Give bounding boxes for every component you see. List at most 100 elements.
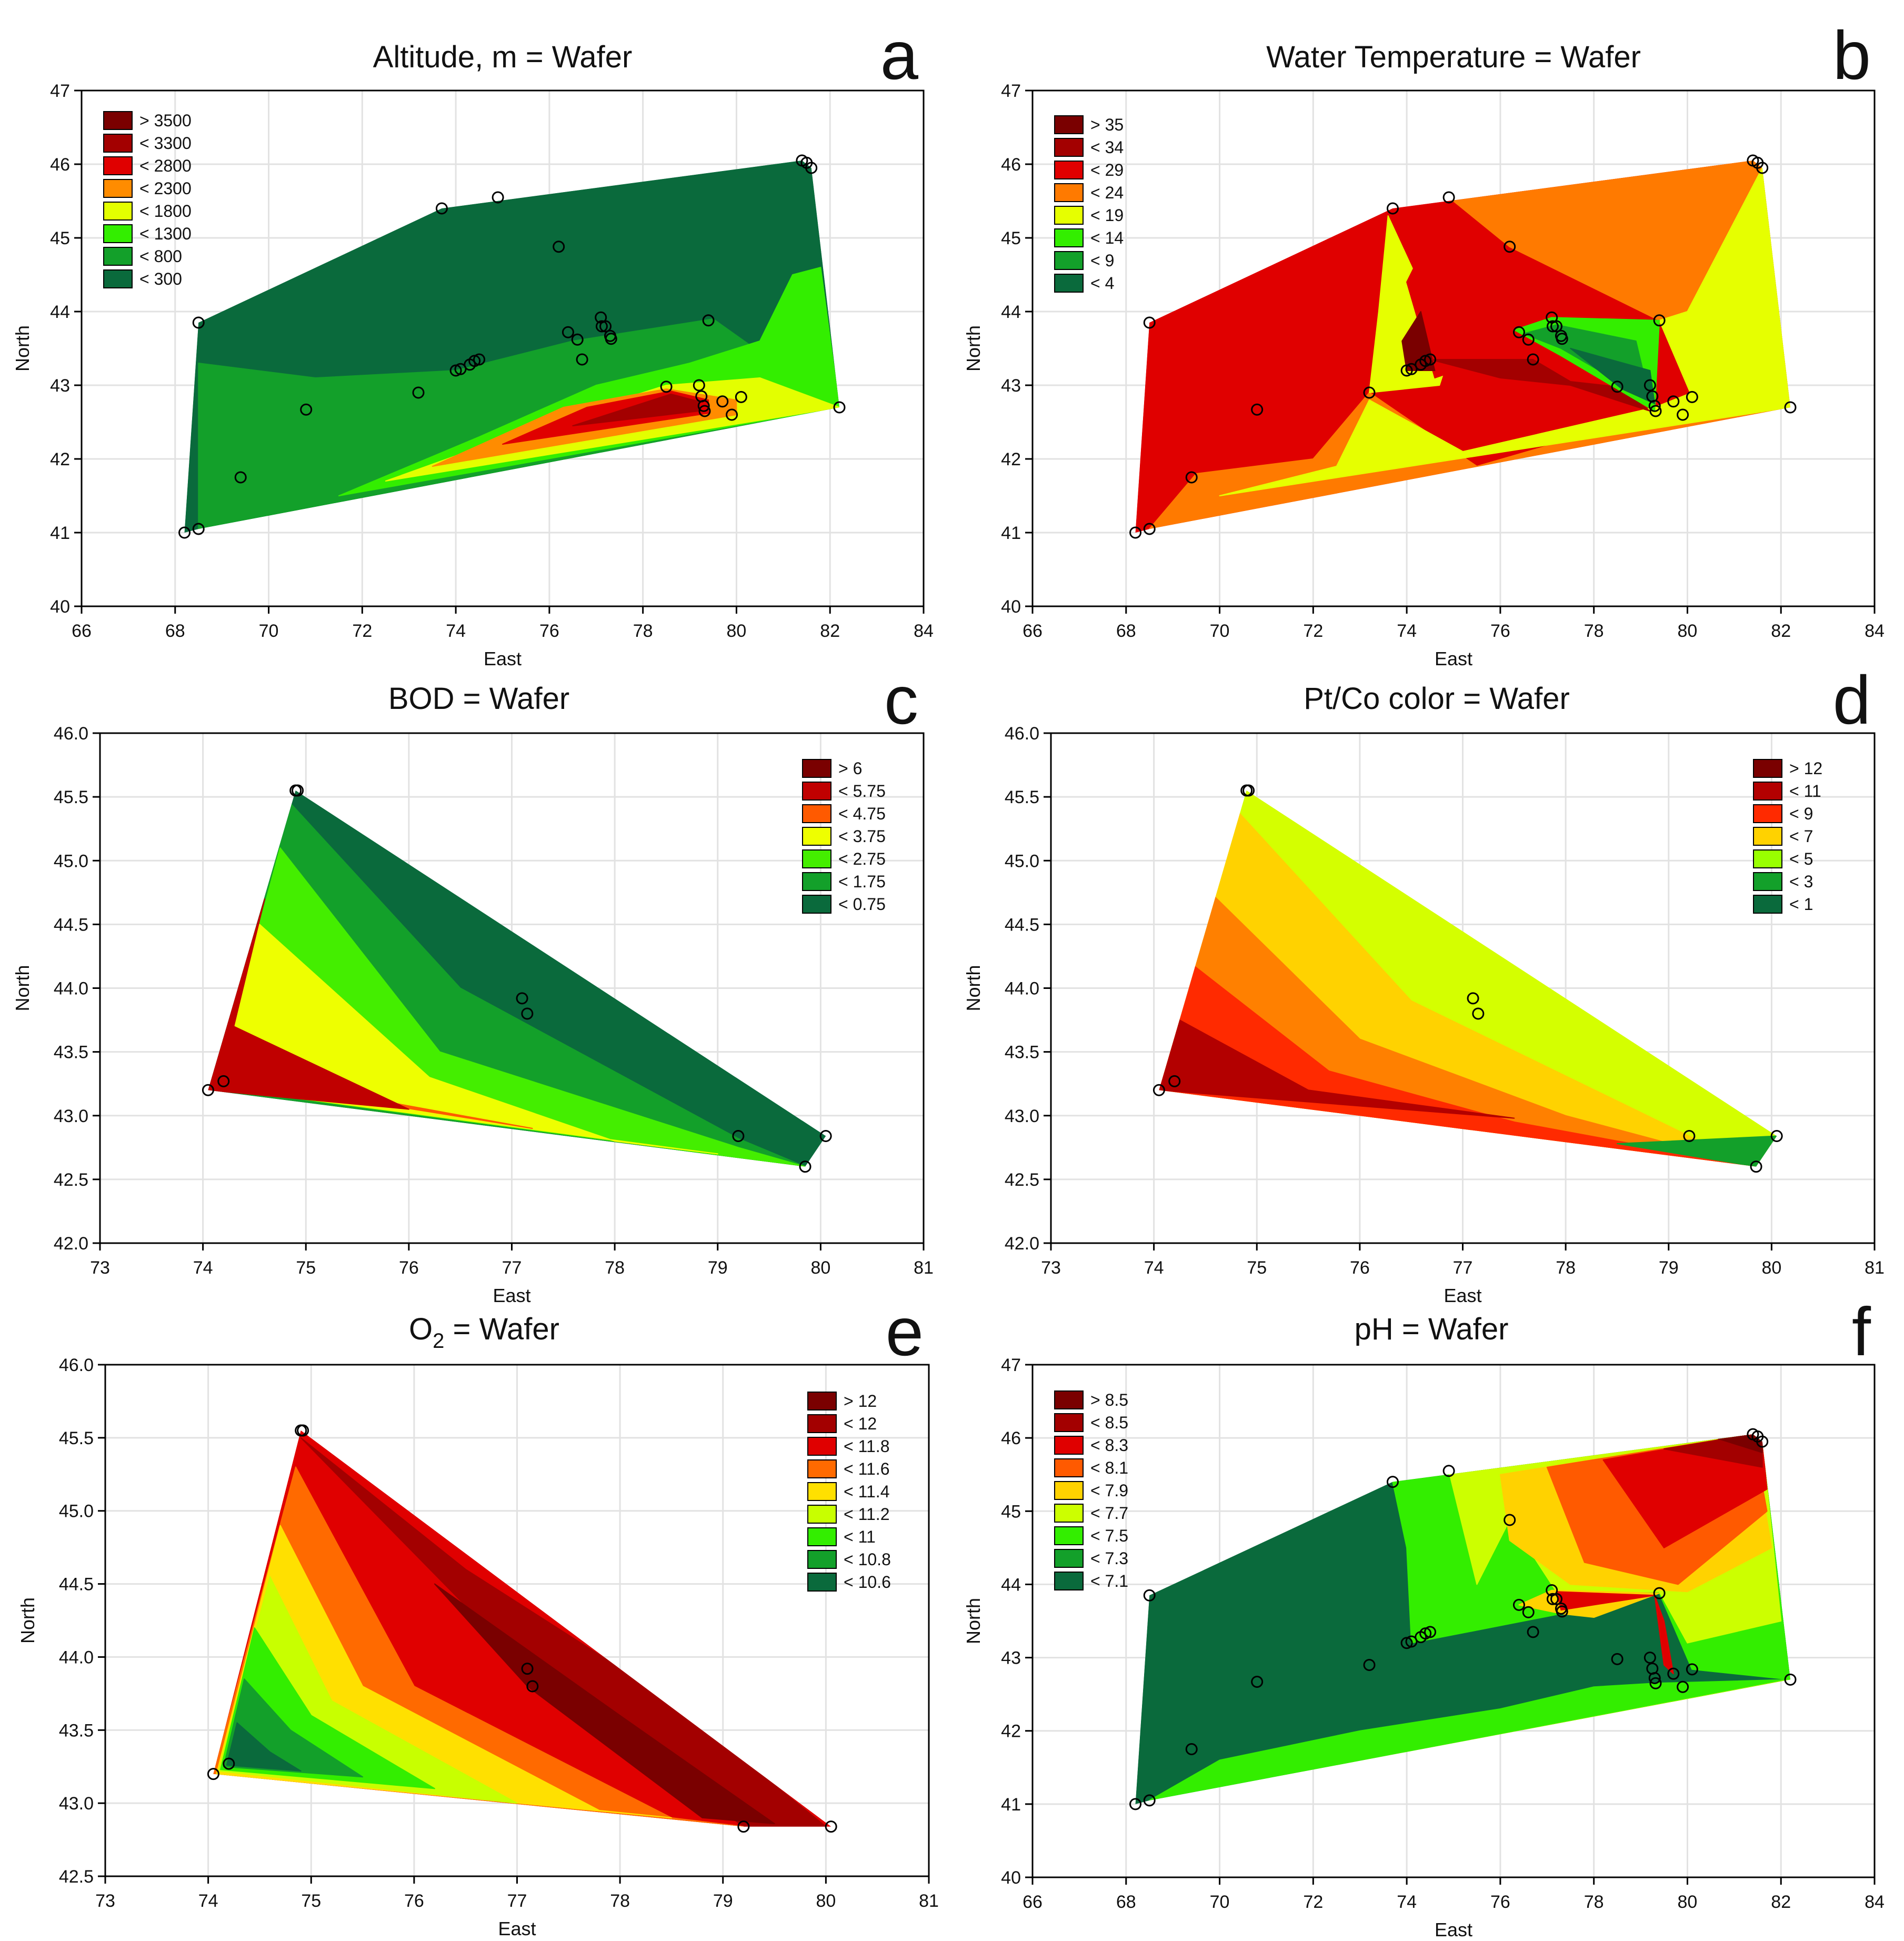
x-tick-label: 73 [90, 1258, 110, 1278]
y-tick-label: 44.5 [59, 1575, 94, 1595]
panel-letter: a [880, 17, 919, 94]
station-point [473, 353, 486, 366]
legend-label: < 11 [844, 1527, 876, 1546]
x-tick-label: 80 [1678, 621, 1698, 641]
x-tick-label: 80 [727, 621, 747, 641]
legend-label: < 5.75 [838, 782, 886, 801]
y-tick-label: 43 [50, 376, 70, 396]
station-points [1129, 154, 1797, 539]
x-tick-label: 77 [1453, 1258, 1473, 1278]
y-tick-label: 44.0 [59, 1647, 94, 1667]
y-tick-label: 46.0 [54, 724, 88, 744]
station-point [412, 386, 425, 399]
axes-frame [81, 89, 925, 607]
y-tick-label: 40 [1001, 597, 1021, 617]
x-axis-label: East [484, 648, 522, 669]
station-points [202, 784, 832, 1173]
y-tick-label: 43.0 [59, 1794, 94, 1814]
station-point [1653, 314, 1666, 327]
station-point [1472, 1007, 1485, 1020]
x-tick-label: 84 [1865, 1892, 1885, 1912]
station-point [1424, 1626, 1437, 1638]
y-tick-label: 45.0 [54, 851, 88, 871]
station-point [1251, 403, 1264, 416]
x-tick-label: 75 [301, 1891, 321, 1911]
legend-swatch [1054, 1572, 1084, 1590]
y-tick-label: 46 [1001, 1428, 1021, 1448]
station-point [716, 395, 729, 408]
legend-swatch [1054, 1504, 1084, 1523]
station-point [1546, 1593, 1559, 1605]
panel-letter: b [1833, 17, 1871, 94]
x-tick-label: 75 [1247, 1258, 1267, 1278]
station-point [698, 405, 711, 417]
contour-region [1556, 1591, 1656, 1611]
legend-label: > 35 [1090, 115, 1124, 134]
x-tick-label: 70 [1210, 1892, 1230, 1912]
legend-swatch [1054, 183, 1084, 202]
legend-label: < 11.8 [844, 1437, 889, 1456]
panel-letter: d [1833, 662, 1871, 738]
station-point [223, 1757, 235, 1770]
legend-label: < 3300 [139, 134, 192, 153]
x-tick-label: 76 [1490, 1892, 1510, 1912]
y-tick-label: 40 [50, 597, 70, 617]
legend-label: > 8.5 [1090, 1390, 1128, 1409]
x-tick-label: 72 [1303, 1892, 1323, 1912]
legend-label: < 11.2 [844, 1505, 889, 1524]
legend-label: < 3.75 [838, 827, 886, 846]
legend-label: < 7.3 [1090, 1549, 1128, 1568]
legend-swatch [103, 111, 133, 130]
y-axis-label: North [963, 325, 984, 372]
station-point [202, 1084, 214, 1096]
legend-swatch [1054, 274, 1084, 293]
station-point [1143, 523, 1156, 535]
station-points [207, 1424, 837, 1833]
station-point [1185, 471, 1198, 484]
station-point [217, 1075, 230, 1087]
legend-label: < 1 [1789, 895, 1813, 914]
station-point [735, 391, 747, 403]
legend-swatch [807, 1482, 837, 1501]
y-tick-label: 42.5 [54, 1170, 88, 1190]
y-tick-label: 46.0 [59, 1355, 94, 1375]
y-tick-label: 42.0 [1005, 1234, 1039, 1254]
y-tick-label: 41 [50, 523, 70, 543]
x-tick-label: 68 [1116, 621, 1136, 641]
station-point [1527, 1626, 1539, 1638]
y-tick-label: 45.5 [1005, 787, 1039, 807]
legend-swatch [802, 872, 831, 891]
station-point [702, 314, 715, 327]
x-axis-label: East [493, 1285, 530, 1306]
station-point [516, 992, 528, 1005]
chart-panel-a: 66 68 70 72 74 76 78 80 82 84 40 41 42 43 44 45 46 47 East… [12, 17, 934, 669]
station-point [819, 1130, 832, 1143]
chart-panel-d: 73 74 75 76 77 78 79 80 81 42.0 42.5 43.0 43.5 44.0 44… [963, 662, 1885, 1306]
x-tick-label: 78 [610, 1891, 630, 1911]
panel-letter: e [886, 1293, 924, 1370]
axis-ticks: 73 74 75 76 77 78 79 80 81 42.0 42.5 43.0 43.5 44.0 44… [1005, 724, 1885, 1278]
y-tick-label: 42.5 [59, 1867, 94, 1887]
panel-letter: c [884, 662, 918, 738]
legend-swatch [103, 224, 133, 243]
legend-label: > 12 [844, 1392, 877, 1410]
station-point [553, 241, 565, 253]
y-tick-label: 45.5 [59, 1428, 94, 1448]
legend-label: < 4 [1090, 274, 1114, 293]
station-point [737, 1820, 750, 1833]
contour-region [1654, 1595, 1674, 1675]
x-tick-label: 77 [502, 1258, 522, 1278]
y-tick-label: 43 [1001, 376, 1021, 396]
station-point [1153, 1084, 1165, 1096]
station-point [526, 1680, 539, 1693]
x-tick-label: 70 [1210, 621, 1230, 641]
x-tick-label: 76 [1490, 621, 1510, 641]
legend-swatch [1753, 895, 1782, 914]
legend-label: < 8.5 [1090, 1413, 1128, 1432]
station-point [297, 1424, 309, 1437]
legend-label: > 12 [1789, 759, 1822, 778]
y-tick-label: 44.5 [54, 915, 88, 935]
x-tick-label: 70 [259, 621, 279, 641]
y-tick-label: 44 [1001, 302, 1021, 322]
axis-ticks: 66 68 70 72 74 76 78 80 82 84 40 41 42 43 44 45 46 47 [1001, 1355, 1885, 1912]
